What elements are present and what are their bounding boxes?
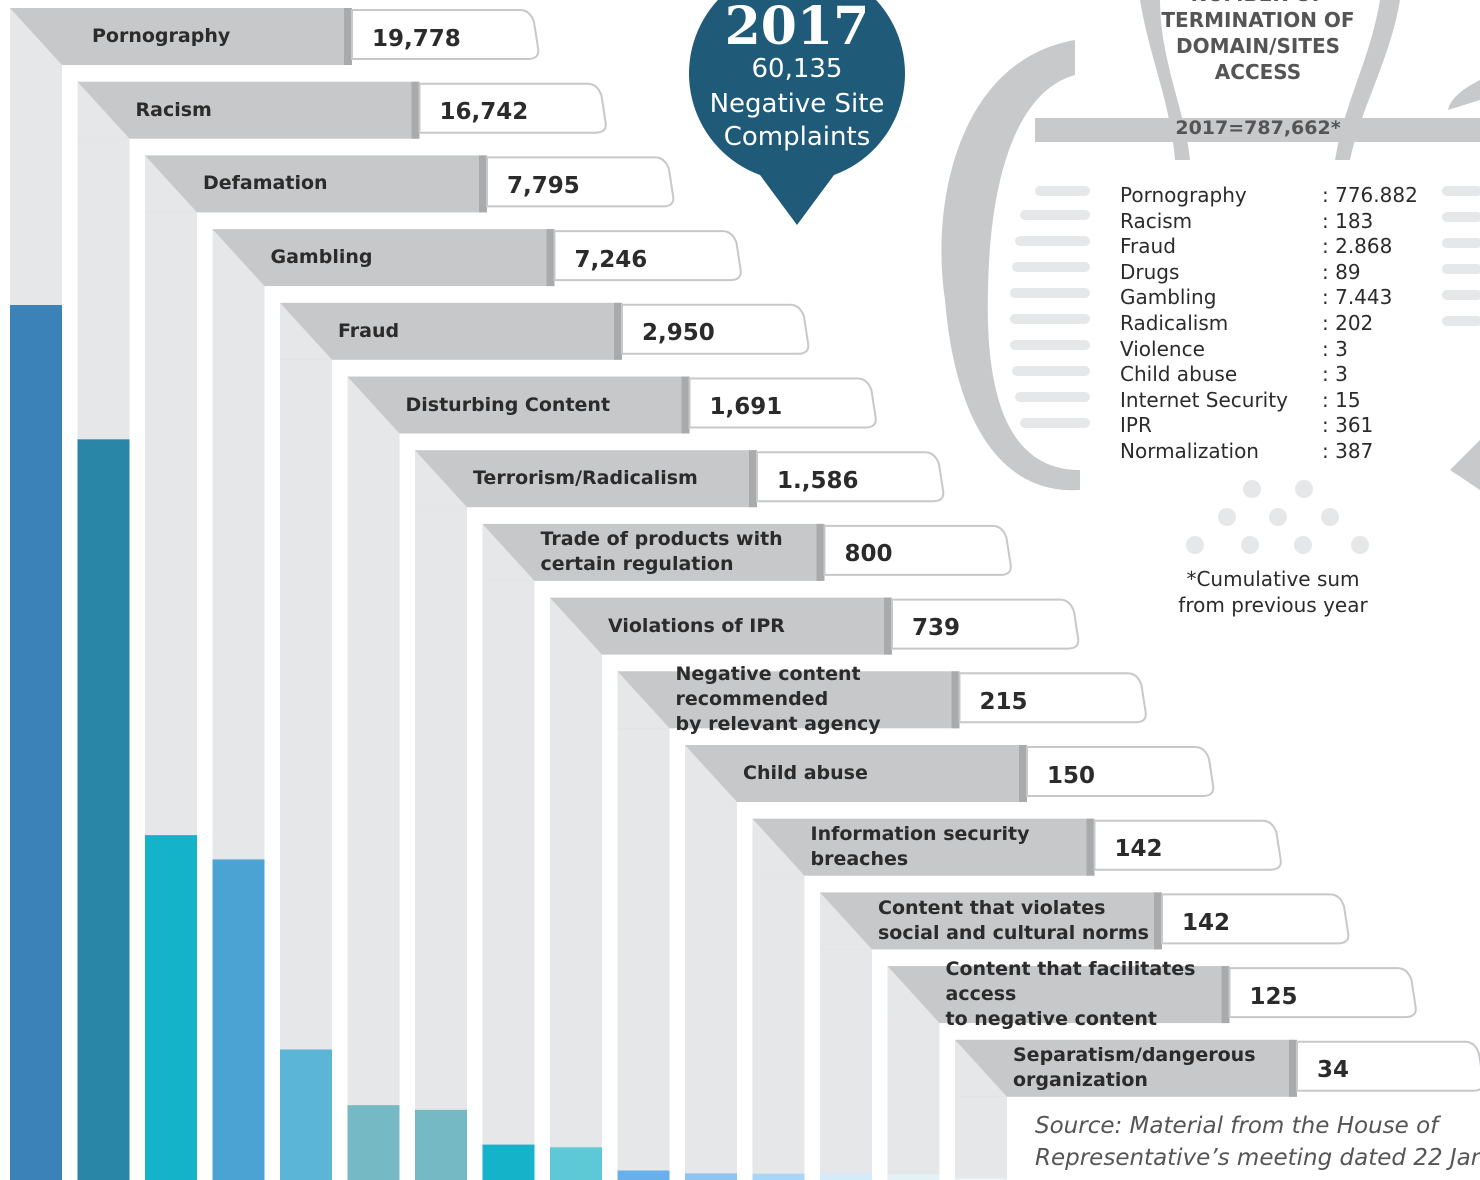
bar <box>685 1173 737 1180</box>
category-label: Content that facilitates access to negat… <box>946 966 1246 1023</box>
value-label: 215 <box>980 671 1028 732</box>
value-label: 125 <box>1250 966 1298 1027</box>
panel-item: Radicalism <box>1120 310 1228 336</box>
category-label: Negative content recommended by relevant… <box>676 671 976 728</box>
panel-value: : 2.868 <box>1322 233 1392 259</box>
badge-label: Negative Site Complaints <box>687 88 907 154</box>
column <box>415 507 467 1180</box>
panel-value: : 89 <box>1322 259 1361 285</box>
value-label: 7,795 <box>507 155 580 216</box>
source: Source: Material from the House of Repre… <box>1035 1110 1480 1174</box>
category-label: Separatism/dangerous organization <box>1013 1040 1313 1097</box>
bar <box>78 439 130 1180</box>
panel-value: : 776.882 <box>1322 182 1418 208</box>
category-label: Fraud <box>338 303 638 360</box>
bar <box>348 1105 400 1180</box>
value-label: 150 <box>1047 745 1095 806</box>
column <box>820 949 872 1180</box>
category-label: Terrorism/Radicalism <box>473 450 773 507</box>
bar <box>483 1145 535 1180</box>
panel-value: : 361 <box>1322 412 1373 438</box>
panel-item: Child abuse <box>1120 361 1237 387</box>
badge-total: 60,135 <box>697 54 897 84</box>
panel-total: 2017=787,662* <box>1140 117 1376 139</box>
panel-value: : 183 <box>1322 208 1373 234</box>
bar <box>415 1110 467 1180</box>
value-label: 800 <box>845 524 893 585</box>
value-label: 1,691 <box>710 377 783 438</box>
value-label: 7,246 <box>575 229 648 290</box>
panel-item: Internet Security <box>1120 387 1288 413</box>
category-label: Defamation <box>203 155 503 212</box>
bar <box>618 1170 670 1180</box>
category-label: Disturbing Content <box>406 377 706 434</box>
bar <box>280 1049 332 1180</box>
panel-item: Normalization <box>1120 438 1259 464</box>
value-label: 2,950 <box>642 303 715 364</box>
category-label: Trade of products with certain regulatio… <box>541 524 841 581</box>
value-label: 739 <box>912 598 960 659</box>
value-label: 19,778 <box>372 8 461 69</box>
bar <box>213 859 265 1180</box>
panel-value: : 387 <box>1322 438 1373 464</box>
panel-item: Racism <box>1120 208 1192 234</box>
column <box>550 655 602 1180</box>
value-label: 142 <box>1182 892 1230 953</box>
bar <box>820 1174 872 1180</box>
column <box>888 1023 940 1180</box>
value-label: 34 <box>1317 1040 1349 1101</box>
value-label: 142 <box>1115 819 1163 880</box>
panel-item: IPR <box>1120 412 1152 438</box>
column <box>685 802 737 1180</box>
panel-item: Pornography <box>1120 182 1247 208</box>
panel-value: : 15 <box>1322 387 1361 413</box>
panel-value: : 202 <box>1322 310 1373 336</box>
category-label: Gambling <box>271 229 571 286</box>
infographic: NUMBER OF TERMINATION OF DOMAIN/SITES AC… <box>0 0 1480 1180</box>
bar <box>145 835 197 1180</box>
value-label: 1.,586 <box>777 450 859 511</box>
bar <box>888 1174 940 1180</box>
dots <box>1186 480 1369 554</box>
column <box>753 876 805 1180</box>
bar <box>550 1147 602 1180</box>
column <box>955 1097 1007 1180</box>
panel-item: Fraud <box>1120 233 1176 259</box>
footnote: *Cumulative sum from previous year <box>1160 566 1386 618</box>
column <box>348 434 400 1180</box>
category-label: Pornography <box>92 8 392 65</box>
panel-title: NUMBER OF TERMINATION OF DOMAIN/SITES AC… <box>1150 0 1366 85</box>
panel-item: Drugs <box>1120 259 1179 285</box>
column <box>618 728 670 1180</box>
panel-item: Violence <box>1120 336 1205 362</box>
column <box>483 581 535 1180</box>
panel-item: Gambling <box>1120 284 1216 310</box>
category-label: Information security breaches <box>811 819 1111 876</box>
bar <box>753 1174 805 1180</box>
bar <box>10 305 62 1180</box>
category-label: Violations of IPR <box>608 598 908 655</box>
panel-value: : 7.443 <box>1322 284 1392 310</box>
value-label: 16,742 <box>440 82 529 143</box>
badge-year: 2017 <box>697 0 897 57</box>
category-label: Racism <box>136 82 436 139</box>
category-label: Content that violates social and cultura… <box>878 892 1178 949</box>
category-label: Child abuse <box>743 745 1043 802</box>
panel-value: : 3 <box>1322 336 1348 362</box>
panel-value: : 3 <box>1322 361 1348 387</box>
